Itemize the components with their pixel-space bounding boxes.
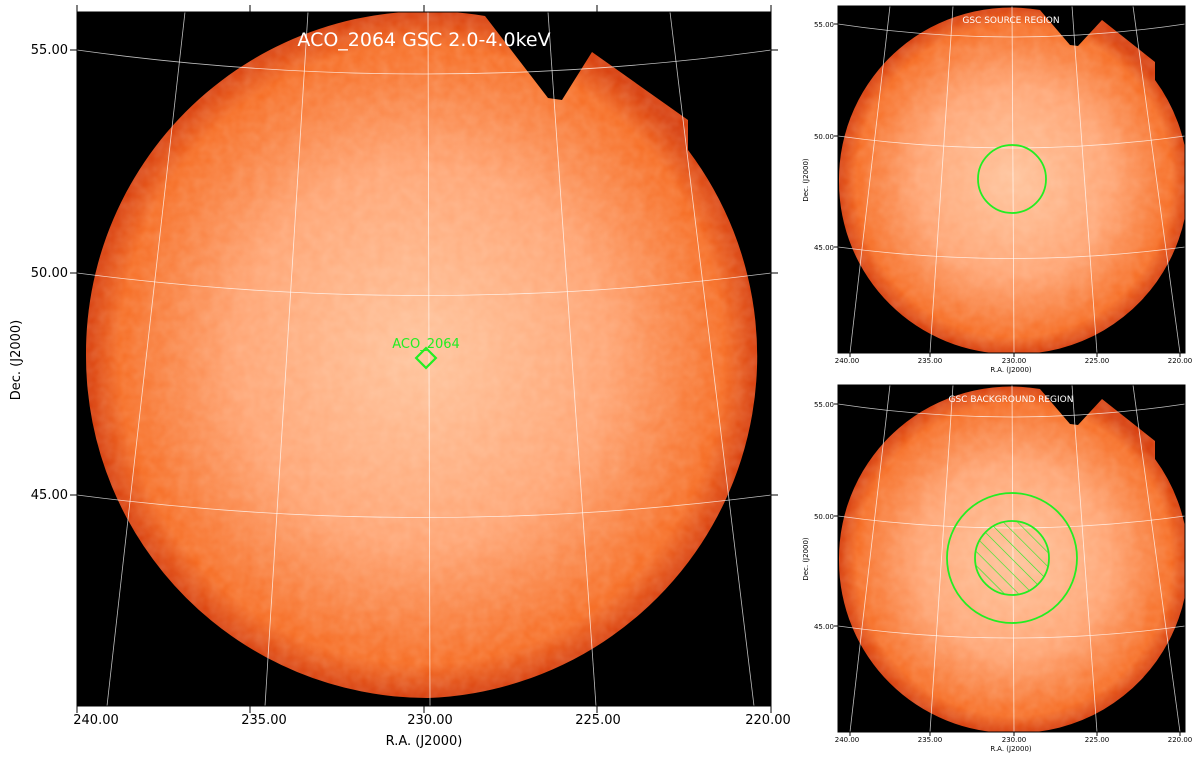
background-ra-tick-235: 235.00: [918, 736, 943, 744]
source-ticks: [834, 23, 1181, 357]
main-ra-tick-240: 240.00: [73, 713, 119, 728]
background-dec-tick-50: 50.00: [814, 513, 834, 521]
source-sky-texture: [838, 7, 1185, 353]
main-title: ACO_2064 GSC 2.0-4.0keV: [297, 29, 550, 51]
main-x-axis-label: R.A. (J2000): [386, 734, 463, 749]
main-dec-tick-45: 45.00: [31, 488, 68, 503]
source-panel: GSC SOURCE REGION 55.00 50.00 45.00 240.…: [802, 5, 1193, 374]
background-grid-ra-225: [1071, 385, 1098, 732]
background-grid-dec-45: [838, 625, 1185, 639]
source-ra-tick-225: 225.00: [1085, 357, 1110, 365]
source-grid-ra-240: [849, 6, 891, 353]
main-ra-tick-220: 220.00: [745, 713, 791, 728]
background-ra-tick-230: 230.00: [1002, 736, 1027, 744]
target-label: ACO_2064: [392, 337, 460, 352]
source-y-axis-label: Dec. (J2000): [802, 158, 810, 202]
main-ra-tick-225: 225.00: [575, 713, 621, 728]
background-excluded-hatched-region: [974, 520, 1050, 596]
background-frame: [837, 384, 1186, 733]
background-y-axis-label: Dec. (J2000): [802, 537, 810, 581]
source-grid-ra-230: [1011, 6, 1015, 353]
main-y-ticks: [70, 49, 778, 496]
source-title: GSC SOURCE REGION: [962, 16, 1059, 26]
source-grid-ra-225: [1071, 6, 1098, 353]
source-grid-dec-55: [838, 23, 1185, 38]
background-title: GSC BACKGROUND REGION: [949, 395, 1074, 405]
main-grid-ra-240: [106, 12, 186, 706]
background-outer-annulus: [946, 492, 1078, 624]
background-grid-ra-220: [1132, 385, 1181, 732]
source-ra-tick-230: 230.00: [1002, 357, 1027, 365]
source-ra-tick-220: 220.00: [1168, 357, 1193, 365]
source-ra-tick-240: 240.00: [835, 357, 860, 365]
main-grid-dec-45: [77, 494, 771, 518]
main-grid-ra-225: [547, 12, 597, 706]
background-ra-tick-220: 220.00: [1168, 736, 1193, 744]
source-region-circle: [977, 144, 1047, 214]
source-grid-ra-235: [929, 6, 954, 353]
source-grid-dec-50: [838, 135, 1185, 149]
main-ra-tick-235: 235.00: [241, 713, 287, 728]
source-frame: [837, 5, 1186, 354]
main-grid-ra-230: [427, 12, 431, 706]
source-dec-tick-45: 45.00: [814, 244, 834, 252]
background-dec-tick-45: 45.00: [814, 623, 834, 631]
source-grid-dec-45: [838, 246, 1185, 259]
target-diamond-marker: [414, 346, 438, 370]
main-x-ticks: [76, 5, 772, 713]
background-grid-dec-55: [838, 403, 1185, 418]
background-ra-tick-240: 240.00: [835, 736, 860, 744]
source-dec-tick-55: 55.00: [814, 21, 834, 29]
background-grid-ra-235: [929, 385, 954, 732]
background-panel: GSC BACKGROUND REGION 55.00 50.00 45.00 …: [802, 384, 1193, 753]
main-y-axis-label: Dec. (J2000): [9, 320, 24, 400]
main-dec-tick-50: 50.00: [31, 266, 68, 281]
main-grid-ra-220: [669, 12, 755, 706]
background-x-axis-label: R.A. (J2000): [990, 745, 1032, 753]
main-sky-texture: [85, 12, 758, 698]
main-grid-dec-55: [77, 49, 771, 75]
main-panel: ACO_2064 ACO_2064 GSC 2.0-4.0keV 240.00 …: [9, 5, 791, 749]
background-ra-tick-225: 225.00: [1085, 736, 1110, 744]
main-grid-ra-235: [264, 12, 309, 706]
source-grid-ra-220: [1132, 6, 1181, 353]
main-dec-tick-55: 55.00: [31, 43, 68, 58]
background-dec-tick-55: 55.00: [814, 401, 834, 409]
background-ticks: [834, 403, 1181, 736]
main-ra-tick-230: 230.00: [407, 713, 453, 728]
main-grid-dec-50: [77, 272, 771, 296]
background-grid-ra-240: [849, 385, 891, 732]
source-dec-tick-50: 50.00: [814, 133, 834, 141]
source-x-axis-label: R.A. (J2000): [990, 366, 1032, 374]
source-ra-tick-235: 235.00: [918, 357, 943, 365]
